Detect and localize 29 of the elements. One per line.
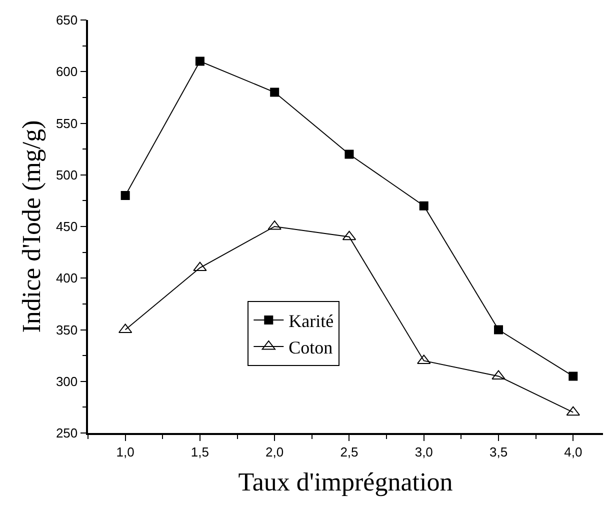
- point: [120, 191, 130, 200]
- point: [195, 56, 204, 66]
- point: [344, 150, 354, 159]
- legend-label: Coton: [288, 337, 333, 358]
- x-tick-label: 1,5: [190, 444, 209, 460]
- y-tick-label: 250: [56, 426, 78, 441]
- x-tick-label: 3,0: [414, 444, 433, 460]
- y-tick-label: 350: [56, 322, 78, 338]
- point: [193, 262, 207, 272]
- point: [270, 88, 280, 97]
- point: [419, 201, 428, 210]
- y-tick-label: 550: [56, 116, 78, 131]
- x-tick-label: 1,0: [116, 444, 134, 460]
- x-tick-label: 4,0: [564, 444, 582, 460]
- y-axis-title: Indice d'Iode (mg/g): [16, 120, 46, 333]
- x-axis-title: Taux d'imprégnation: [238, 468, 453, 497]
- x-tick-label: 2,5: [340, 444, 358, 460]
- y-tick-label: 400: [56, 270, 78, 286]
- point: [568, 372, 578, 381]
- x-tick-label: 2,0: [266, 444, 284, 460]
- y-tick-label: 600: [56, 64, 78, 80]
- y-tick-label: 450: [56, 219, 78, 234]
- y-tick-label: 300: [56, 374, 78, 389]
- point: [566, 406, 580, 416]
- y-tick-label: 650: [56, 12, 78, 28]
- point: [494, 325, 504, 334]
- y-tick-label: 500: [56, 167, 78, 182]
- legend-label: Karité: [288, 311, 334, 332]
- x-tick-label: 3,5: [489, 444, 508, 460]
